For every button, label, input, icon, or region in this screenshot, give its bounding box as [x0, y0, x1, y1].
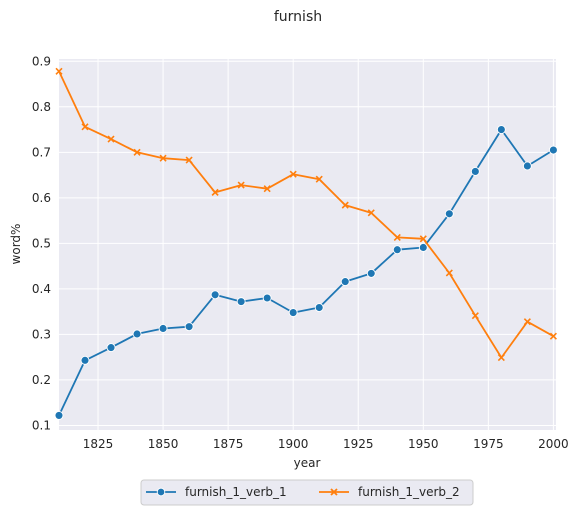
data-point: [185, 156, 193, 164]
data-point: [289, 170, 297, 178]
data-point: [523, 318, 531, 326]
legend-label-2: furnish_1_verb_2: [358, 485, 460, 499]
x-tick-label: 1975: [473, 437, 504, 451]
data-point: [107, 135, 115, 143]
data-point: [341, 201, 349, 209]
data-point: [263, 185, 271, 193]
x-tick-label: 1825: [83, 437, 114, 451]
series-line-1: [58, 128, 554, 416]
data-point: [106, 343, 116, 353]
y-gridlines: [59, 60, 556, 426]
data-point: [392, 245, 402, 255]
data-point: [158, 324, 168, 333]
legend-item-1: furnish_1_verb_1: [146, 485, 287, 499]
legend-frame: [140, 479, 474, 506]
series-2: [55, 67, 557, 362]
x-tick-labels: 1825 1850 1875 1900 1925 1950 1975 2000: [83, 437, 569, 451]
y-tick-label: 0.5: [32, 236, 51, 250]
y-tick-labels: 0.1 0.2 0.3 0.4 0.5 0.6 0.7 0.8 0.9: [32, 54, 51, 432]
data-point: [80, 355, 90, 365]
legend-marker-x-icon: [330, 488, 338, 496]
data-point: [210, 290, 220, 300]
x-tick-label: 1875: [213, 437, 244, 451]
y-tick-label: 0.7: [32, 145, 51, 159]
y-tick-label: 0.4: [32, 282, 51, 296]
data-point: [444, 209, 454, 219]
series-layer: [54, 67, 558, 420]
data-point: [496, 125, 506, 135]
data-point: [262, 293, 272, 303]
x-tick-label: 1850: [148, 437, 179, 451]
data-point: [133, 148, 141, 156]
y-tick-label: 0.3: [32, 327, 51, 341]
data-point: [445, 269, 453, 277]
y-tick-label: 0.2: [32, 373, 51, 387]
chart-title: furnish: [274, 9, 322, 25]
data-point: [288, 308, 298, 318]
data-point: [471, 312, 479, 320]
data-point: [340, 277, 350, 287]
data-point: [367, 209, 375, 217]
data-point: [211, 188, 219, 196]
data-point: [315, 175, 323, 183]
x-tick-label: 2000: [538, 437, 569, 451]
data-point: [418, 243, 428, 252]
data-point: [184, 322, 194, 332]
plot-background: [59, 59, 556, 430]
y-tick-label: 0.8: [32, 100, 51, 114]
legend-label-1: furnish_1_verb_1: [185, 485, 287, 499]
legend-item-2: furnish_1_verb_2: [319, 485, 460, 499]
data-point: [522, 161, 532, 171]
data-point: [132, 329, 142, 339]
y-tick-label: 0.6: [32, 191, 51, 205]
x-axis-label: year: [294, 456, 321, 470]
data-point: [237, 181, 245, 189]
data-point: [497, 354, 505, 362]
data-point: [419, 235, 427, 243]
data-point: [54, 410, 64, 420]
data-point: [548, 145, 558, 155]
y-tick-label: 0.1: [32, 418, 51, 432]
data-point: [366, 268, 376, 278]
data-point: [470, 166, 480, 176]
data-point: [393, 233, 401, 242]
data-point: [81, 123, 89, 131]
data-point: [549, 332, 557, 340]
series-line-2: [58, 70, 554, 359]
x-tick-label: 1950: [408, 437, 439, 451]
series-1: [54, 125, 558, 420]
data-point: [314, 303, 324, 312]
data-point: [55, 67, 63, 75]
x-tick-label: 1925: [343, 437, 374, 451]
legend: furnish_1_verb_1 furnish_1_verb_2: [140, 479, 474, 506]
y-axis-label: word%: [9, 224, 23, 265]
data-point: [159, 154, 167, 162]
legend-marker-circle-icon: [156, 487, 166, 497]
data-point: [236, 297, 246, 307]
y-tick-label: 0.9: [32, 54, 51, 68]
x-tick-label: 1900: [278, 437, 309, 451]
